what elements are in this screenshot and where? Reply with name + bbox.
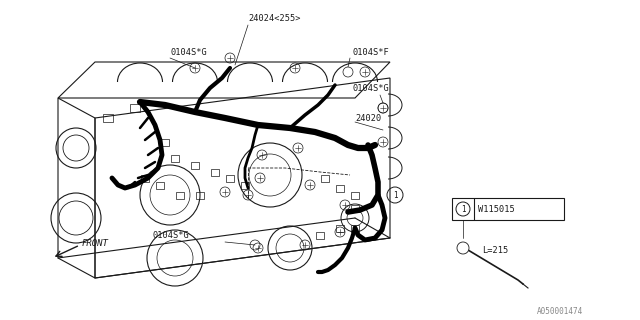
Bar [103, 114, 113, 122]
Circle shape [457, 242, 469, 254]
Bar [161, 139, 169, 146]
Bar [196, 191, 204, 198]
Bar [191, 162, 199, 169]
Text: 1: 1 [461, 204, 465, 213]
Bar [351, 191, 359, 198]
Bar [130, 104, 140, 112]
Text: 0104S*G: 0104S*G [352, 84, 388, 92]
Text: L=215: L=215 [482, 245, 508, 254]
Bar [241, 181, 249, 188]
Bar [171, 155, 179, 162]
Bar [351, 225, 359, 231]
Bar [226, 174, 234, 181]
Text: 24020: 24020 [355, 114, 381, 123]
Bar [336, 185, 344, 191]
Bar [452, 198, 564, 220]
Text: 0104S*F: 0104S*F [352, 47, 388, 57]
Bar [211, 169, 219, 175]
Bar [351, 204, 359, 212]
Text: 0104S*G: 0104S*G [152, 230, 189, 239]
Text: W115015: W115015 [478, 204, 515, 213]
Bar [316, 231, 324, 238]
Bar [156, 181, 164, 188]
Text: 1: 1 [393, 190, 397, 199]
Bar [321, 174, 329, 181]
Bar [176, 191, 184, 198]
Text: A050001474: A050001474 [537, 308, 583, 316]
Bar [141, 174, 149, 181]
Text: FRONT: FRONT [82, 238, 109, 247]
Bar [336, 225, 344, 231]
Text: 24024<255>: 24024<255> [248, 13, 301, 22]
Text: 0104S*G: 0104S*G [170, 47, 207, 57]
